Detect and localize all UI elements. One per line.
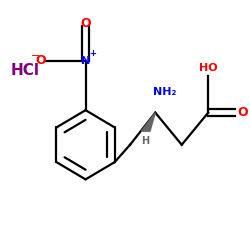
Text: HO: HO [199, 63, 218, 73]
Polygon shape [141, 113, 155, 131]
Text: O: O [35, 54, 46, 67]
Text: H: H [142, 136, 150, 146]
Text: −: − [31, 51, 40, 61]
Text: O: O [237, 106, 248, 119]
Text: HCl: HCl [11, 63, 40, 78]
Text: +: + [89, 49, 96, 58]
Text: N: N [81, 56, 90, 66]
Text: NH₂: NH₂ [153, 87, 176, 97]
Text: O: O [80, 17, 91, 30]
